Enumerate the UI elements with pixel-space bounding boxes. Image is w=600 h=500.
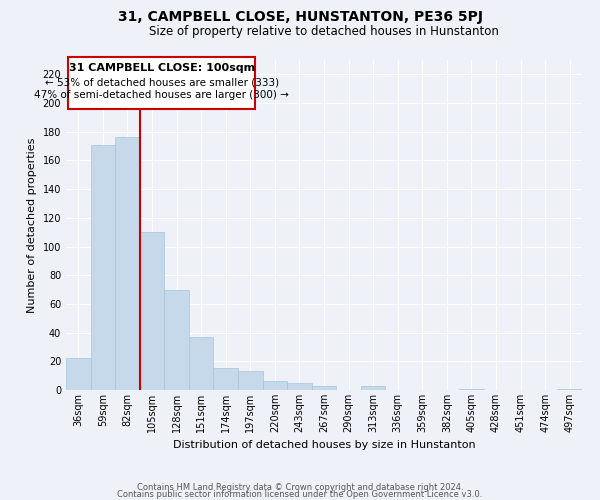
Bar (115, 138, 140, 390)
Title: Size of property relative to detached houses in Hunstanton: Size of property relative to detached ho… (149, 25, 499, 38)
X-axis label: Distribution of detached houses by size in Hunstanton: Distribution of detached houses by size … (173, 440, 475, 450)
Bar (140, 232, 164, 390)
Bar (66, 358, 91, 390)
Text: ← 53% of detached houses are smaller (333): ← 53% of detached houses are smaller (33… (45, 77, 279, 87)
Bar (263, 382, 287, 390)
Text: 47% of semi-detached houses are larger (300) →: 47% of semi-detached houses are larger (… (34, 90, 289, 100)
Bar (164, 290, 189, 390)
Y-axis label: Number of detached properties: Number of detached properties (27, 138, 37, 312)
Text: 31, CAMPBELL CLOSE, HUNSTANTON, PE36 5PJ: 31, CAMPBELL CLOSE, HUNSTANTON, PE36 5PJ (118, 10, 482, 24)
Text: Contains HM Land Registry data © Crown copyright and database right 2024.: Contains HM Land Registry data © Crown c… (137, 484, 463, 492)
Bar (287, 383, 312, 390)
Bar (361, 386, 385, 390)
Bar (238, 372, 263, 390)
Bar (557, 388, 582, 390)
FancyBboxPatch shape (68, 57, 255, 109)
Bar (91, 144, 115, 390)
Bar (312, 386, 336, 390)
Bar (214, 368, 238, 390)
Text: 31 CAMPBELL CLOSE: 100sqm: 31 CAMPBELL CLOSE: 100sqm (69, 63, 255, 73)
Bar (459, 388, 484, 390)
Bar (189, 337, 214, 390)
Text: Contains public sector information licensed under the Open Government Licence v3: Contains public sector information licen… (118, 490, 482, 499)
